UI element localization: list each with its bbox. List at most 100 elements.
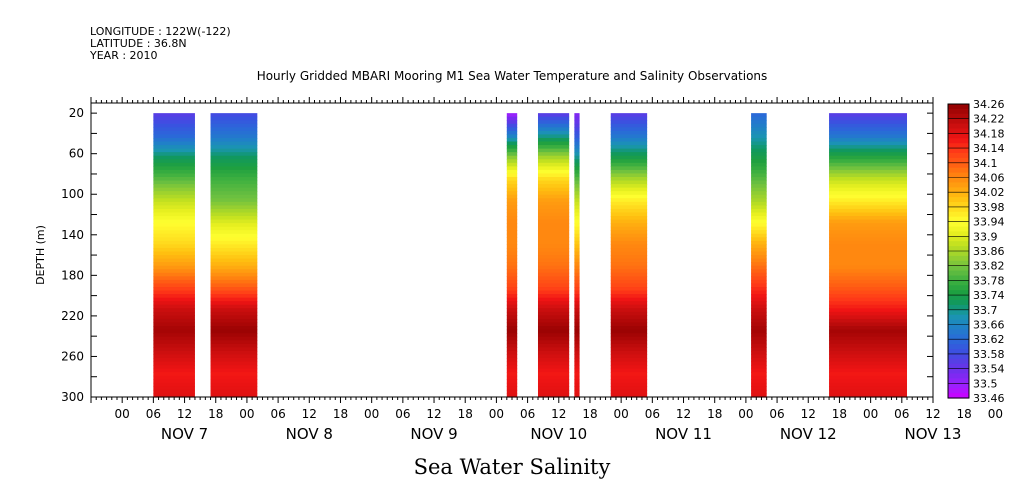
salinity-cell bbox=[751, 262, 767, 267]
salinity-cell bbox=[153, 240, 195, 246]
salinity-cell bbox=[506, 326, 518, 331]
salinity-cell bbox=[610, 134, 648, 139]
salinity-cell bbox=[153, 116, 195, 121]
salinity-cell bbox=[574, 287, 580, 292]
salinity-cell bbox=[751, 375, 767, 380]
salinity-cell bbox=[153, 113, 195, 118]
salinity-cell bbox=[210, 347, 258, 352]
salinity-cell bbox=[210, 283, 258, 288]
salinity-cell bbox=[537, 379, 570, 384]
salinity-cell bbox=[751, 141, 767, 146]
salinity-cell bbox=[153, 361, 195, 366]
salinity-cell bbox=[210, 301, 258, 306]
salinity-cell bbox=[210, 152, 258, 157]
salinity-cell bbox=[829, 116, 908, 121]
salinity-cell bbox=[829, 208, 908, 214]
salinity-cell bbox=[506, 379, 518, 384]
salinity-cell bbox=[537, 166, 570, 171]
salinity-cell bbox=[153, 368, 195, 373]
salinity-cell bbox=[751, 194, 767, 199]
salinity-cell bbox=[153, 198, 195, 203]
colorbar-cell bbox=[948, 300, 969, 306]
salinity-cell bbox=[210, 230, 258, 235]
salinity-cell bbox=[574, 318, 580, 324]
salinity-cell bbox=[506, 194, 518, 199]
salinity-cell bbox=[829, 127, 908, 132]
salinity-cell bbox=[751, 379, 767, 384]
salinity-cell bbox=[153, 262, 195, 267]
salinity-cell bbox=[574, 141, 580, 146]
salinity-cell bbox=[751, 382, 767, 387]
chart-title: Hourly Gridded MBARI Mooring M1 Sea Wate… bbox=[257, 69, 768, 83]
salinity-cell bbox=[506, 258, 518, 263]
salinity-cell bbox=[506, 276, 518, 281]
colorbar-cell bbox=[948, 388, 969, 394]
salinity-cell bbox=[574, 180, 580, 185]
salinity-cell bbox=[506, 155, 518, 160]
salinity-cell bbox=[574, 123, 580, 128]
salinity-cell bbox=[210, 279, 258, 285]
colorbar-cell bbox=[948, 353, 969, 360]
salinity-cell bbox=[153, 265, 195, 270]
salinity-cell bbox=[751, 162, 767, 167]
salinity-cell bbox=[574, 365, 580, 370]
salinity-cell bbox=[574, 113, 580, 118]
salinity-cell bbox=[829, 379, 908, 384]
colorbar-cell bbox=[948, 339, 969, 345]
colorbar-cell bbox=[948, 368, 969, 375]
salinity-cell bbox=[829, 184, 908, 189]
salinity-cell bbox=[751, 116, 767, 121]
x-hour-tick-label: 00 bbox=[863, 407, 878, 421]
colorbar-cell bbox=[948, 167, 969, 174]
x-hour-tick-label: 12 bbox=[177, 407, 192, 421]
salinity-cell bbox=[537, 159, 570, 164]
salinity-cell bbox=[829, 247, 908, 253]
salinity-cell bbox=[829, 240, 908, 246]
salinity-cell bbox=[574, 152, 580, 157]
salinity-cell bbox=[610, 269, 648, 274]
salinity-cell bbox=[829, 343, 908, 348]
salinity-cell bbox=[610, 308, 648, 313]
salinity-cell bbox=[751, 297, 767, 302]
salinity-cell bbox=[610, 205, 648, 210]
salinity-cell bbox=[574, 343, 580, 348]
salinity-cell bbox=[574, 148, 580, 153]
colorbar-cell bbox=[948, 123, 969, 130]
salinity-cell bbox=[751, 130, 767, 136]
salinity-cell bbox=[537, 304, 570, 309]
x-hour-tick-label: 12 bbox=[676, 407, 691, 421]
salinity-cell bbox=[610, 340, 648, 345]
salinity-cell bbox=[610, 223, 648, 228]
salinity-cell bbox=[537, 198, 570, 203]
salinity-cell bbox=[506, 216, 518, 221]
salinity-cell bbox=[574, 237, 580, 242]
salinity-cell bbox=[153, 120, 195, 125]
salinity-cell bbox=[751, 265, 767, 270]
colorbar-cell bbox=[948, 304, 969, 311]
salinity-cell bbox=[153, 177, 195, 182]
salinity-cell bbox=[537, 315, 570, 320]
colorbar-cell bbox=[948, 260, 969, 267]
salinity-cell bbox=[153, 173, 195, 178]
salinity-cell bbox=[506, 336, 518, 341]
salinity-cell bbox=[574, 347, 580, 352]
salinity-cell bbox=[506, 365, 518, 370]
colorbar-cell bbox=[948, 349, 969, 355]
x-hour-tick-label: 00 bbox=[738, 407, 753, 421]
salinity-cell bbox=[537, 297, 570, 302]
salinity-cell bbox=[537, 279, 570, 285]
salinity-cell bbox=[153, 294, 195, 299]
salinity-cell bbox=[210, 226, 258, 231]
x-hour-tick-label: 12 bbox=[801, 407, 816, 421]
salinity-cell bbox=[537, 272, 570, 277]
salinity-cell bbox=[537, 155, 570, 160]
salinity-cell bbox=[829, 290, 908, 295]
x-hour-tick-label: 18 bbox=[707, 407, 722, 421]
salinity-cell bbox=[506, 180, 518, 185]
salinity-cell bbox=[829, 375, 908, 380]
salinity-cell bbox=[751, 340, 767, 345]
salinity-cell bbox=[610, 247, 648, 253]
colorbar-tick-label: 33.9 bbox=[973, 230, 998, 243]
salinity-cell bbox=[153, 318, 195, 324]
